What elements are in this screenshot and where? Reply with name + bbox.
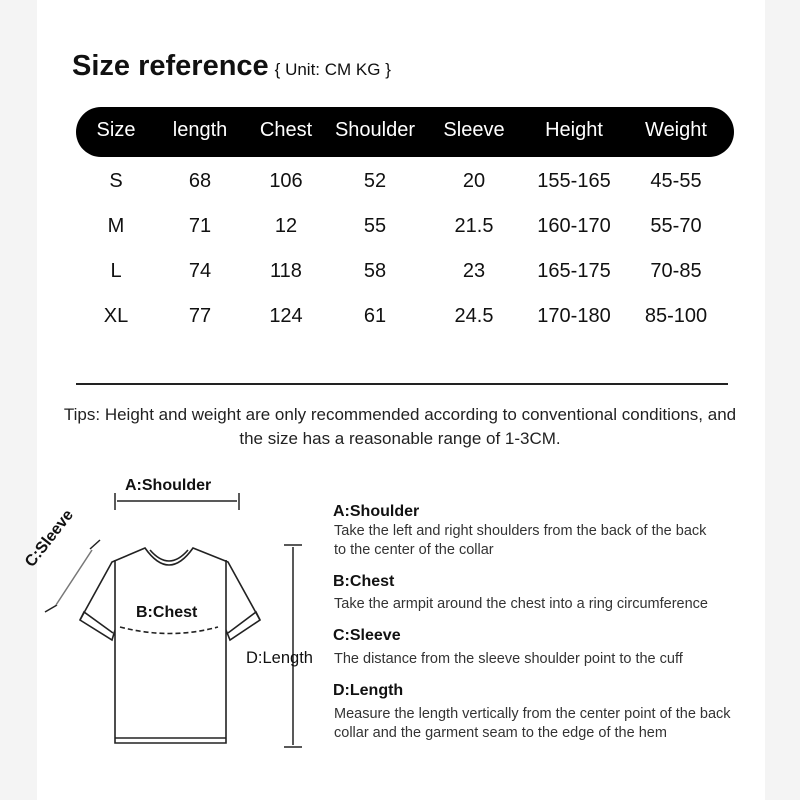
- desc-text-shoulder: Take the left and right shoulders from t…: [334, 523, 707, 558]
- unit-label: { Unit: CM KG }: [274, 60, 391, 79]
- table-cell: 77: [188, 305, 212, 327]
- column-header: Height: [545, 119, 603, 141]
- table-cell: L: [110, 260, 122, 282]
- diagram-label-chest: B:Chest: [136, 604, 198, 621]
- table-cell: 74: [188, 260, 212, 282]
- desc-title-sleeve: C:Sleeve: [333, 627, 401, 644]
- table-cell: 85-100: [644, 305, 708, 327]
- desc-title-shoulder: A:Shoulder: [333, 503, 420, 520]
- table-cell: 106: [269, 170, 303, 192]
- table-cell: 52: [363, 170, 387, 192]
- table-cell: 170-180: [537, 305, 611, 327]
- table-header-bar: [76, 107, 734, 157]
- table-cell: 160-170: [537, 215, 611, 237]
- table-cell: 70-85: [650, 260, 702, 282]
- table-cell: 165-175: [537, 260, 611, 282]
- table-cell: 55-70: [650, 215, 702, 237]
- column-header: Sleeve: [443, 119, 505, 141]
- desc-title-chest: B:Chest: [333, 573, 395, 590]
- tshirt-diagram: [44, 493, 302, 748]
- page-title: Size reference { Unit: CM KG }: [72, 50, 391, 83]
- table-cell: 24.5: [454, 305, 494, 327]
- desc-text-chest: Take the armpit around the chest into a …: [334, 596, 708, 612]
- table-cell: 55: [363, 215, 387, 237]
- table-cell: 155-165: [537, 170, 611, 192]
- table-cell: 58: [363, 260, 387, 282]
- table-cell: 68: [188, 170, 212, 192]
- table-cell: XL: [103, 305, 129, 327]
- table-cell: 23: [462, 260, 486, 282]
- table-cell: 12: [274, 215, 298, 237]
- column-header: Shoulder: [334, 119, 416, 141]
- table-cell: M: [107, 215, 125, 237]
- column-header: Weight: [645, 119, 707, 141]
- column-header: Chest: [259, 119, 313, 141]
- desc-text-sleeve: The distance from the sleeve shoulder po…: [334, 651, 683, 667]
- diagram-label-shoulder: A:Shoulder: [125, 477, 212, 494]
- table-cell: 61: [363, 305, 387, 327]
- table-cell: 71: [188, 215, 212, 237]
- table-cell: 21.5: [454, 215, 494, 237]
- title-text: Size reference: [72, 50, 269, 82]
- desc-title-length: D:Length: [333, 682, 404, 699]
- divider: [76, 383, 728, 385]
- desc-text-length: Measure the length vertically from the c…: [334, 706, 731, 741]
- diagram-label-length: D:Length: [246, 649, 313, 667]
- table-cell: 45-55: [650, 170, 702, 192]
- table-cell: 20: [462, 170, 486, 192]
- column-header: Size: [96, 119, 136, 141]
- tips-text: Tips: Height and weight are only recomme…: [63, 405, 737, 448]
- tshirt-outline-icon: [78, 547, 262, 744]
- table-cell: 118: [270, 260, 302, 282]
- table-cell: 124: [269, 305, 303, 327]
- table-cell: S: [109, 170, 123, 192]
- column-header: length: [172, 119, 228, 141]
